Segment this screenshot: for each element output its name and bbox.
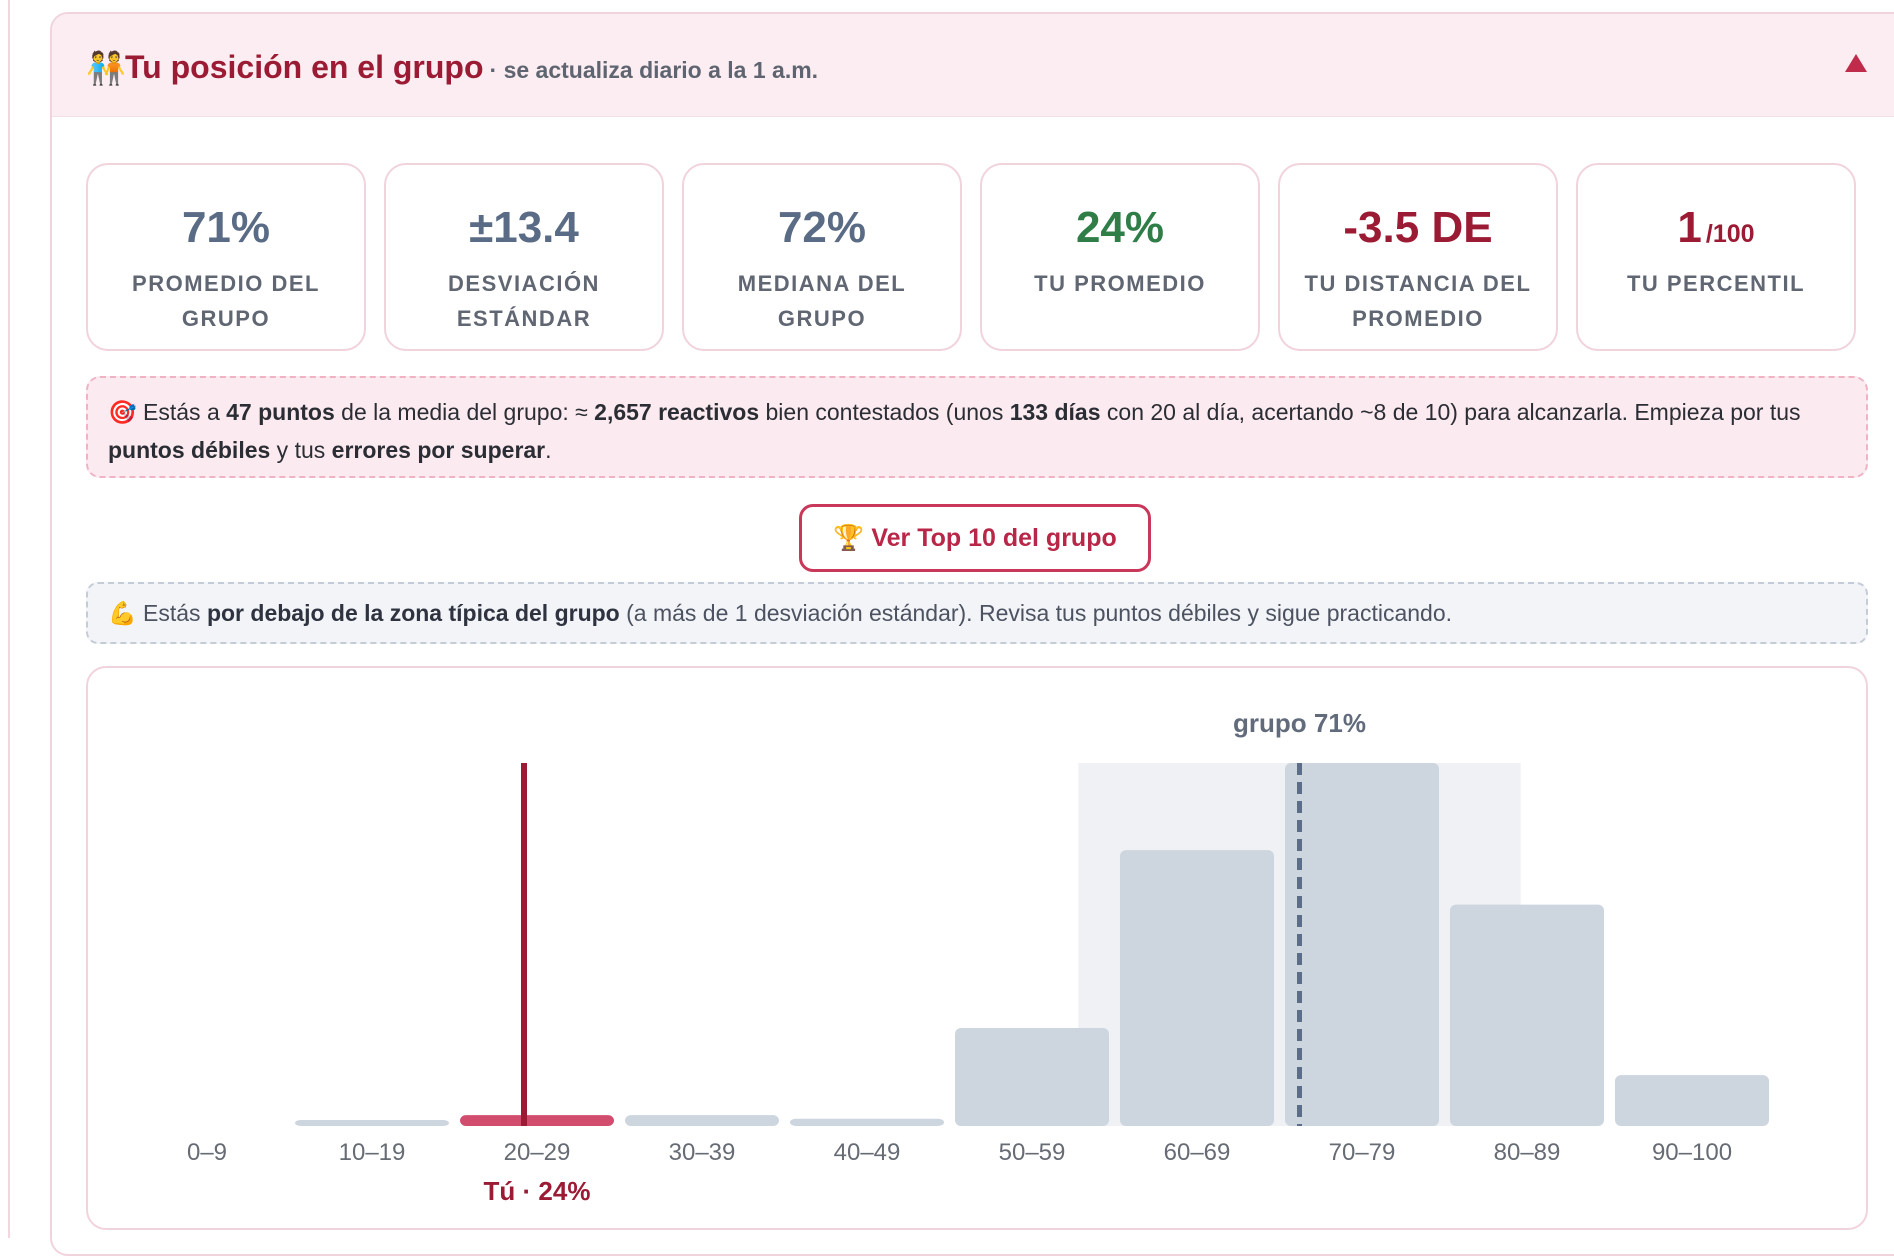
- histogram-bar-90–100: [1615, 1075, 1769, 1126]
- x-tick-label: 40–49: [834, 1139, 901, 1166]
- update-schedule: · se actualiza diario a la 1 a.m.: [489, 57, 819, 83]
- percentile-suffix: /100: [1705, 220, 1755, 248]
- goal-points: 47 puntos: [226, 399, 335, 425]
- stat-value: 72%: [777, 203, 867, 252]
- note-text: Estás: [143, 600, 207, 626]
- stat-group-median: 72% Mediana del grupo: [682, 163, 962, 351]
- people-holding-hands-icon: 🧑‍🤝‍🧑: [86, 50, 126, 86]
- target-icon: 🎯: [108, 399, 137, 425]
- goal-text: Estás a: [143, 399, 227, 425]
- stat-your-percentile: 1/100 Tu percentil: [1576, 163, 1856, 351]
- card-title-text: Tu posición en el grupo: [125, 49, 484, 85]
- goal-errors: errores por superar: [331, 437, 546, 463]
- x-tick-label: 20–29: [504, 1139, 571, 1166]
- group-mean-label: grupo 71%: [1233, 708, 1366, 738]
- histogram-bar-40–49: [790, 1118, 944, 1126]
- group-position-card: 🧑‍🤝‍🧑 Tu posición en el grupo · se actual…: [50, 12, 1894, 1256]
- x-tick-label: 50–59: [999, 1139, 1066, 1166]
- stat-std-deviation: ±13.4 Desviación estándar: [384, 163, 664, 351]
- histogram-bar-20–29: [460, 1115, 614, 1126]
- flexed-biceps-icon: 💪: [108, 600, 137, 626]
- trophy-icon: 🏆: [833, 524, 865, 552]
- goal-text: de la media del grupo: ≈: [334, 399, 595, 425]
- stat-label: Tu distancia del promedio: [1304, 271, 1532, 331]
- goal-message: 🎯 Estás a 47 puntos de la media del grup…: [86, 376, 1868, 478]
- stat-label: Mediana del grupo: [737, 271, 907, 331]
- stat-value: 71%: [181, 203, 271, 252]
- stat-label: Tu percentil: [1626, 271, 1806, 296]
- goal-text: con 20 al día, acertando ~8 de 10) para …: [1100, 399, 1801, 425]
- x-tick-label: 60–69: [1164, 1139, 1231, 1166]
- percentile-value: 1: [1677, 203, 1702, 252]
- note-emphasis: por debajo de la zona típica del grupo: [206, 600, 620, 626]
- stat-value: -3.5 DE: [1343, 203, 1493, 252]
- stat-value: 24%: [1075, 203, 1165, 252]
- goal-text: y tus: [270, 437, 332, 463]
- left-border: [0, 0, 10, 1238]
- stat-your-distance: -3.5 DE Tu distancia del promedio: [1278, 163, 1558, 351]
- stat-label: Tu promedio: [1034, 271, 1206, 296]
- stat-label: Promedio del grupo: [132, 271, 320, 331]
- x-tick-label: 70–79: [1329, 1139, 1396, 1166]
- histogram-bar-30–39: [625, 1115, 779, 1126]
- histogram-svg: 0–9 10–19 20–29 30–39 40–49 50–59 60–69 70–79 80…: [187, 708, 1769, 1206]
- your-position-label: Tú · 24%: [484, 1176, 591, 1206]
- stat-your-average: 24% Tu promedio: [980, 163, 1260, 351]
- goal-days: 133 días: [1009, 399, 1101, 425]
- stat-value: 1/100: [1578, 201, 1854, 261]
- view-top10-button[interactable]: 🏆 Ver Top 10 del grupo: [799, 504, 1151, 572]
- stat-value: ±13.4: [469, 203, 579, 252]
- goal-text: .: [545, 437, 552, 463]
- stat-label: Desviación estándar: [448, 271, 600, 331]
- histogram-bar-50–59: [955, 1027, 1109, 1126]
- goal-weak-points: puntos débiles: [108, 437, 271, 463]
- x-tick-label: 90–100: [1652, 1139, 1732, 1166]
- goal-text: bien contestados (unos: [759, 399, 1010, 425]
- histogram-bar-80–89: [1450, 904, 1604, 1126]
- card-title: Tu posición en el grupo · se actualiza di…: [125, 44, 818, 93]
- x-tick-label: 30–39: [669, 1139, 736, 1166]
- typical-zone-note: 💪 Estás por debajo de la zona típica del…: [86, 582, 1868, 644]
- card-header[interactable]: 🧑‍🤝‍🧑 Tu posición en el grupo · se actual…: [52, 14, 1894, 117]
- view-top10-label: Ver Top 10 del grupo: [871, 524, 1117, 552]
- histogram-bar-70–79: [1285, 763, 1439, 1126]
- x-tick-label: 80–89: [1494, 1139, 1561, 1166]
- goal-reactivos: 2,657 reactivos: [594, 399, 760, 425]
- collapse-toggle-icon[interactable]: [1845, 54, 1867, 72]
- note-text: (a más de 1 desviación estándar). Revisa…: [619, 600, 1453, 626]
- distribution-chart: 0–9 10–19 20–29 30–39 40–49 50–59 60–69 70–79 80…: [86, 666, 1868, 1230]
- x-tick-label: 0–9: [187, 1139, 227, 1166]
- x-tick-label: 10–19: [339, 1139, 406, 1166]
- histogram-bar-10–19: [295, 1120, 449, 1126]
- stat-group-average: 71% Promedio del grupo: [86, 163, 366, 351]
- histogram-bar-60–69: [1120, 850, 1274, 1126]
